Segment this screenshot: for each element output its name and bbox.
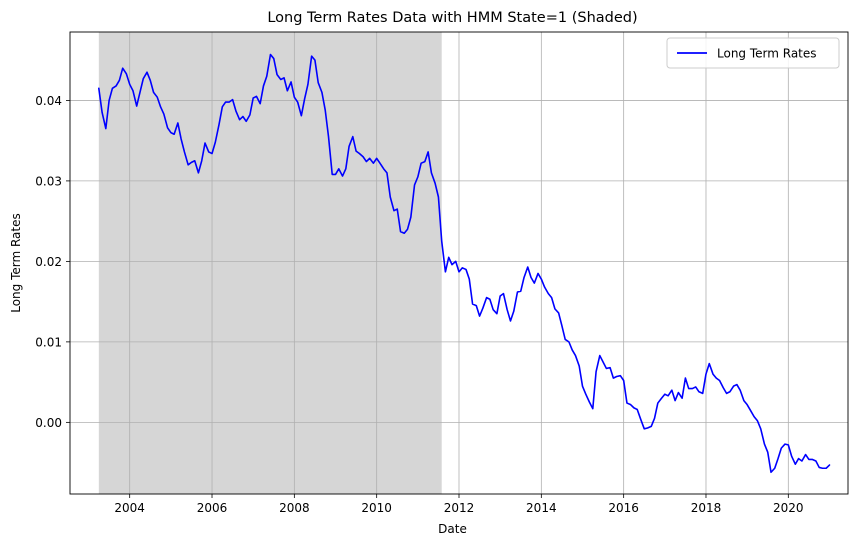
chart-title: Long Term Rates Data with HMM State=1 (S… <box>267 10 637 26</box>
x-tick-label: 2016 <box>608 501 639 515</box>
y-axis-label: Long Term Rates <box>9 213 23 313</box>
x-tick-label: 2006 <box>197 501 228 515</box>
legend: Long Term Rates <box>666 37 840 69</box>
y-tick-label: 0.00 <box>35 416 62 430</box>
y-tick-label: 0.03 <box>35 174 62 188</box>
hmm-state-shaded-region <box>98 32 442 494</box>
y-tick-label: 0.04 <box>35 94 62 108</box>
x-axis-label: Date <box>438 522 467 536</box>
x-tick-label: 2012 <box>444 501 475 515</box>
x-tick-label: 2008 <box>279 501 310 515</box>
y-tick-label: 0.02 <box>35 255 62 269</box>
x-tick-label: 2020 <box>773 501 804 515</box>
x-tick-label: 2018 <box>691 501 722 515</box>
series-line-long-term-rates <box>98 53 831 474</box>
x-tick-label: 2014 <box>526 501 557 515</box>
x-tick-label: 2010 <box>361 501 392 515</box>
legend-label-long-term-rates: Long Term Rates <box>717 47 817 61</box>
legend-box <box>666 37 840 69</box>
x-tick-label: 2004 <box>114 501 145 515</box>
y-tick-label: 0.01 <box>35 335 62 349</box>
